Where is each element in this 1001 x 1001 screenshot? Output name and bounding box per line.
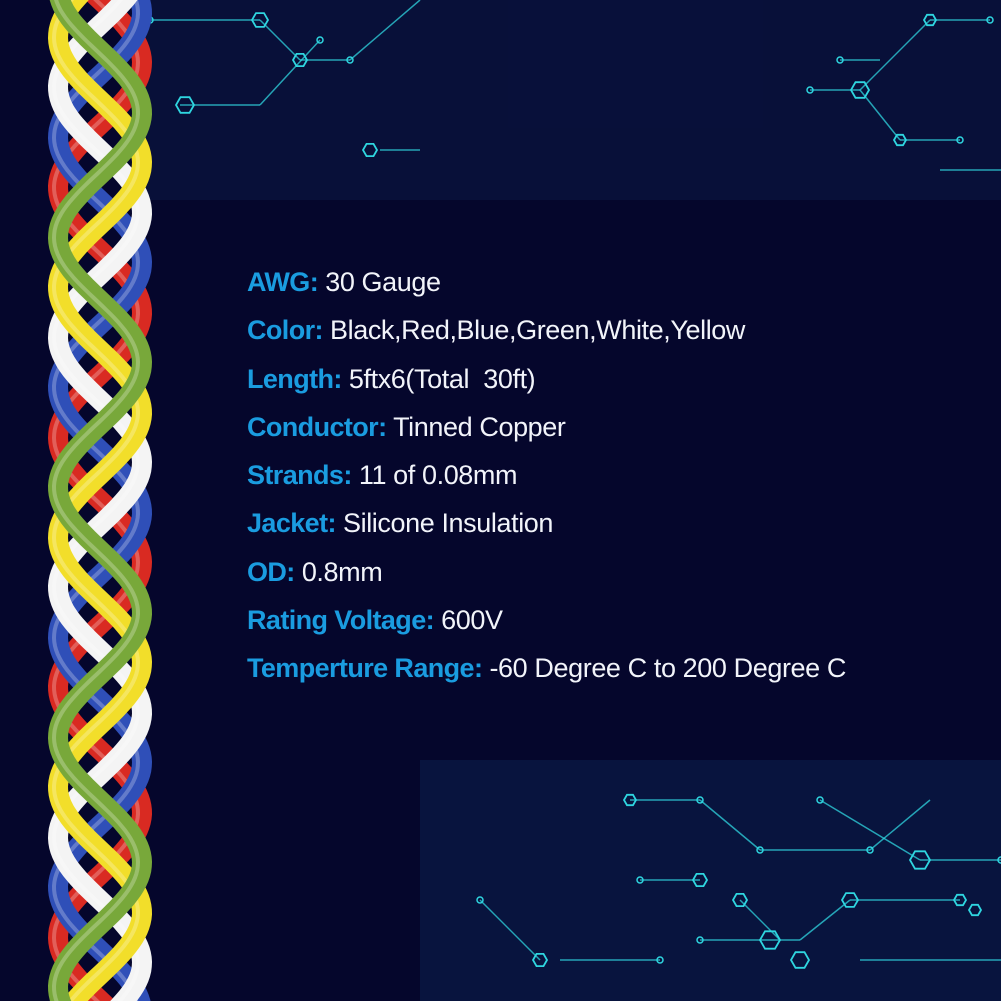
spec-value: Silicone Insulation: [342, 508, 554, 539]
circuit-hex-node: [691, 873, 709, 887]
circuit-hex-node: [922, 13, 938, 27]
circuit-hex-node: [361, 142, 379, 158]
wire-highlight: [51, 0, 141, 1001]
circuit-hex-node: [967, 903, 983, 917]
circuit-trace: [859, 19, 931, 91]
spec-label: Conductor:: [247, 411, 387, 442]
circuit-hex-node: [174, 96, 196, 114]
circuit-dot: [696, 936, 704, 944]
spec-value: 30 Gauge: [325, 267, 441, 297]
circuit-hex-node: [849, 81, 871, 99]
spec-label: Length:: [247, 363, 342, 394]
circuit-hex-node: [892, 133, 908, 147]
spec-label: Rating Voltage:: [247, 605, 435, 636]
twisted-wires-image: [47, 0, 153, 1001]
circuit-dot: [956, 136, 964, 144]
circuit-trace: [739, 899, 781, 941]
circuit-hex-node: [908, 850, 932, 870]
circuit-hex-node: [952, 893, 968, 907]
spec-od: OD: 0.8mm: [247, 552, 846, 600]
circuit-hex-node: [731, 893, 749, 907]
circuit-dot: [636, 876, 644, 884]
circuit-dot: [696, 796, 704, 804]
spec-value: 5ftx6(Total 30ft): [348, 363, 536, 394]
wire-strand: [47, 0, 153, 1001]
spec-conductor: Conductor: Tinned Copper: [247, 407, 846, 455]
circuit-dot: [346, 56, 354, 64]
circuit-hex-node: [840, 892, 860, 908]
spec-color: Color: Black,Red,Blue,Green,White,Yellow: [247, 310, 846, 358]
circuit-dot: [816, 796, 824, 804]
glow-bottom: [420, 760, 1001, 1001]
spec-strands: Strands: 11 of 0.08mm: [247, 455, 846, 503]
circuit-dot: [997, 856, 1001, 864]
circuit-trace: [259, 19, 301, 61]
circuit-hex-node: [531, 953, 549, 967]
spec-label: Strands:: [247, 460, 352, 491]
spec-rating-voltage: Rating Voltage: 600V: [247, 600, 846, 648]
spec-value: 0.8mm: [301, 556, 383, 587]
spec-awg: AWG: 30 Gauge: [247, 262, 846, 310]
spec-value: -60 Degree C to 200 Degree C: [489, 653, 846, 684]
circuit-dot: [756, 846, 764, 854]
circuit-dot: [476, 896, 484, 904]
spec-label: Color:: [247, 315, 323, 346]
circuit-dot: [836, 56, 844, 64]
circuit-trace: [349, 0, 421, 61]
spec-value: Black,Red,Blue,Green,White,Yellow: [330, 315, 746, 346]
circuit-hex-node: [789, 951, 811, 969]
spec-list: AWG: 30 Gauge Color: Black,Red,Blue,Gree…: [247, 262, 846, 697]
circuit-trace: [699, 799, 761, 851]
circuit-dot: [806, 86, 814, 94]
circuit-trace: [859, 89, 901, 141]
wire-strand: [47, 0, 153, 1001]
circuit-dot: [316, 36, 324, 44]
spec-temperature-range: Temperture Range: -60 Degree C to 200 De…: [247, 648, 846, 696]
spec-label: AWG:: [247, 267, 319, 297]
circuit-trace: [819, 799, 921, 861]
circuit-trace: [259, 39, 321, 106]
circuit-dot: [656, 956, 664, 964]
spec-value: Tinned Copper: [393, 411, 566, 442]
circuit-dot: [986, 16, 994, 24]
spec-jacket: Jacket: Silicone Insulation: [247, 503, 846, 551]
circuit-hex-node: [250, 12, 270, 28]
glow-top: [140, 0, 1001, 200]
spec-label: Jacket:: [247, 508, 336, 539]
circuit-trace: [799, 899, 851, 941]
circuit-hex-node: [291, 53, 309, 67]
circuit-hex-node: [622, 793, 638, 807]
circuit-trace: [479, 899, 541, 961]
circuit-hex-node: [758, 930, 782, 950]
spec-length: Length: 5ftx6(Total 30ft): [247, 359, 846, 407]
spec-value: 11 of 0.08mm: [358, 460, 518, 491]
circuit-dot: [866, 846, 874, 854]
spec-label: Temperture Range:: [247, 653, 483, 684]
circuit-trace: [869, 799, 931, 851]
wire-highlight: [51, 0, 141, 1001]
spec-value: 600V: [441, 605, 503, 636]
spec-label: OD:: [247, 556, 295, 587]
